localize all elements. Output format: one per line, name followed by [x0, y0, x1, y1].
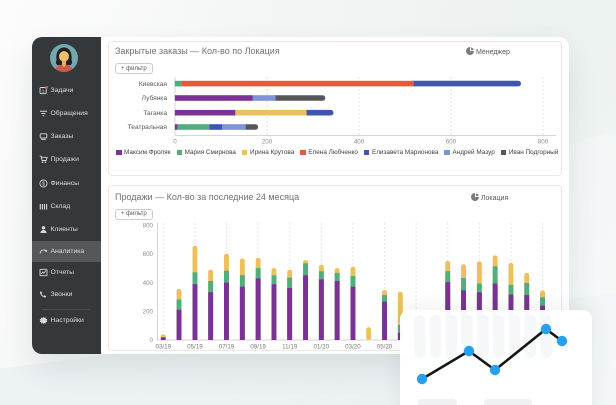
- svg-text:11/19: 11/19: [282, 344, 298, 351]
- svg-text:05/19: 05/19: [187, 344, 203, 351]
- svg-text:200: 200: [262, 139, 273, 146]
- svg-text:400: 400: [354, 139, 365, 146]
- svg-text:200: 200: [143, 309, 154, 316]
- svg-text:09/19: 09/19: [250, 344, 266, 351]
- svg-text:03/19: 03/19: [156, 344, 172, 351]
- svg-text:0: 0: [173, 139, 177, 146]
- svg-text:600: 600: [143, 251, 154, 258]
- svg-text:Киевская: Киевская: [139, 81, 168, 88]
- svg-text:03/20: 03/20: [345, 344, 361, 351]
- svg-text:0: 0: [150, 337, 154, 344]
- svg-text:07/19: 07/19: [219, 344, 235, 351]
- svg-text:Театральная: Театральная: [128, 124, 168, 131]
- svg-text:1: 1: [41, 88, 44, 94]
- svg-text:$: $: [42, 181, 45, 187]
- svg-text:800: 800: [538, 139, 549, 146]
- svg-text:800: 800: [143, 223, 154, 230]
- svg-text:01/20: 01/20: [314, 344, 330, 351]
- svg-text:400: 400: [143, 280, 154, 287]
- svg-text:600: 600: [446, 139, 457, 146]
- svg-text:Лубянка: Лубянка: [142, 94, 168, 102]
- svg-text:05/20: 05/20: [377, 344, 393, 351]
- svg-text:Таганка: Таганка: [143, 110, 167, 117]
